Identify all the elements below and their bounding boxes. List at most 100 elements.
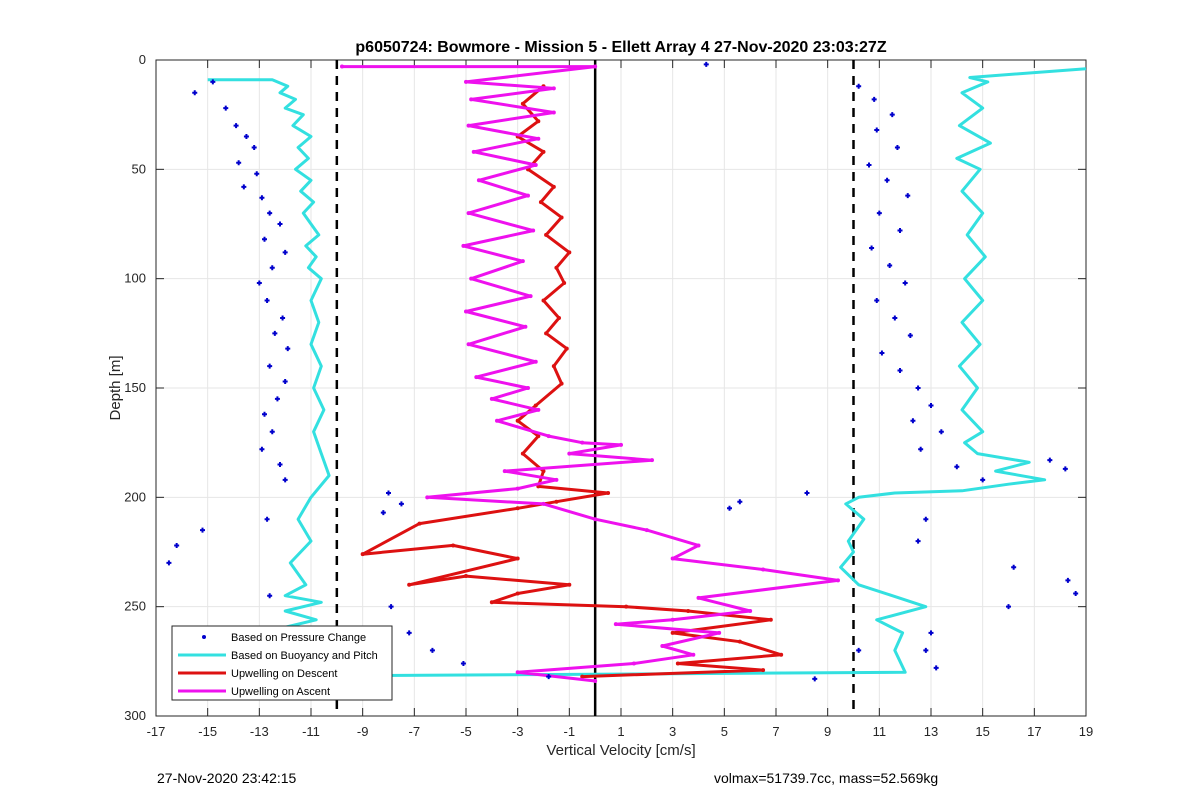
series-point — [360, 552, 365, 557]
series-point — [502, 469, 507, 474]
x-tick-label: -7 — [409, 724, 421, 739]
series-point — [541, 469, 546, 474]
pressure-point — [804, 490, 810, 496]
x-tick-label: 5 — [721, 724, 728, 739]
series-point — [624, 604, 629, 609]
legend-label: Upwelling on Ascent — [231, 686, 330, 698]
pressure-point — [380, 510, 386, 516]
pressure-point — [236, 160, 242, 166]
x-tick-label: 7 — [772, 724, 779, 739]
pressure-point — [285, 346, 291, 352]
legend-label: Based on Pressure Change — [231, 632, 366, 644]
series-point — [526, 386, 530, 390]
y-tick-label: 250 — [124, 599, 146, 614]
y-tick-label: 50 — [132, 161, 146, 176]
series-point — [544, 331, 549, 336]
pressure-point — [398, 501, 404, 507]
pressure-point — [264, 298, 270, 304]
series-point — [650, 458, 654, 463]
pressure-point — [928, 630, 934, 636]
footer-volmax-mass: volmax=51739.7cc, mass=52.569kg — [714, 770, 939, 786]
series-point — [515, 556, 520, 561]
series-point — [748, 609, 753, 614]
series-point — [536, 119, 541, 124]
pressure-point — [928, 402, 934, 408]
series-point — [580, 440, 585, 445]
pressure-point — [954, 464, 960, 470]
x-tick-label: -3 — [512, 724, 524, 739]
pressure-point — [1011, 564, 1017, 570]
pressure-point — [897, 228, 903, 234]
pressure-point — [737, 499, 743, 505]
x-tick-label: 11 — [873, 724, 887, 739]
grid-lines — [155, 59, 1087, 717]
series-point — [675, 661, 680, 666]
series-point — [533, 359, 538, 364]
pressure-point — [907, 333, 913, 339]
pressure-point — [233, 123, 239, 129]
series-point — [580, 674, 585, 679]
series-point — [464, 79, 468, 84]
x-tick-label: 19 — [1079, 724, 1093, 739]
series-point — [554, 477, 559, 482]
pressure-point — [259, 195, 265, 201]
series-point — [515, 418, 520, 423]
series-point — [340, 64, 344, 69]
pressure-point — [388, 604, 394, 610]
pressure-point — [879, 350, 885, 356]
series-point — [515, 591, 520, 596]
pressure-point — [264, 516, 270, 522]
series-point — [696, 543, 701, 548]
series-point — [696, 595, 701, 600]
y-axis-ticks: 0 50 100 150 200 250 300 — [124, 52, 1086, 723]
x-tick-label: -15 — [198, 724, 217, 739]
series-point — [469, 276, 474, 281]
series-point — [489, 396, 494, 401]
pressure-point — [282, 249, 288, 255]
series-point — [541, 298, 546, 303]
series-point — [536, 136, 541, 141]
series-point — [533, 162, 538, 167]
series-line — [206, 67, 1087, 679]
legend-marker — [202, 635, 206, 639]
series-point — [717, 630, 722, 635]
series-point — [461, 243, 466, 248]
y-tick-label: 100 — [124, 271, 146, 286]
series-point — [557, 316, 561, 321]
series-point — [476, 178, 481, 183]
pressure-point — [874, 127, 880, 133]
y-tick-label: 200 — [124, 489, 146, 504]
series-point — [531, 228, 536, 233]
series-point — [515, 670, 520, 675]
series-point — [536, 407, 541, 412]
series-point — [469, 97, 474, 102]
pressure-point — [200, 527, 205, 533]
pressure-point — [703, 61, 709, 67]
series-point — [523, 324, 528, 329]
series-point — [544, 232, 549, 237]
pressure-point — [889, 112, 895, 118]
y-axis-label: Depth [m] — [107, 355, 124, 420]
pressure-point — [262, 411, 267, 417]
series-point — [559, 381, 564, 386]
series-point — [546, 434, 551, 439]
pressure-point — [892, 315, 898, 321]
y-tick-label: 150 — [124, 380, 146, 395]
pressure-point — [267, 363, 273, 369]
pressure-point — [406, 630, 412, 636]
y-tick-label: 300 — [124, 708, 146, 723]
series-point — [670, 617, 675, 622]
series-point — [761, 567, 766, 572]
pressure-point — [259, 446, 265, 452]
x-axis-label: Vertical Velocity [cm/s] — [546, 742, 695, 759]
series-point — [660, 644, 665, 649]
pressure-point — [856, 647, 862, 653]
pressure-point — [277, 462, 283, 468]
series-point — [691, 652, 696, 657]
series-point — [541, 501, 546, 506]
pressure-point — [884, 177, 890, 183]
series-point — [551, 184, 556, 189]
series-point — [551, 110, 556, 115]
pressure-point — [280, 315, 286, 321]
x-tick-label: 9 — [824, 724, 831, 739]
